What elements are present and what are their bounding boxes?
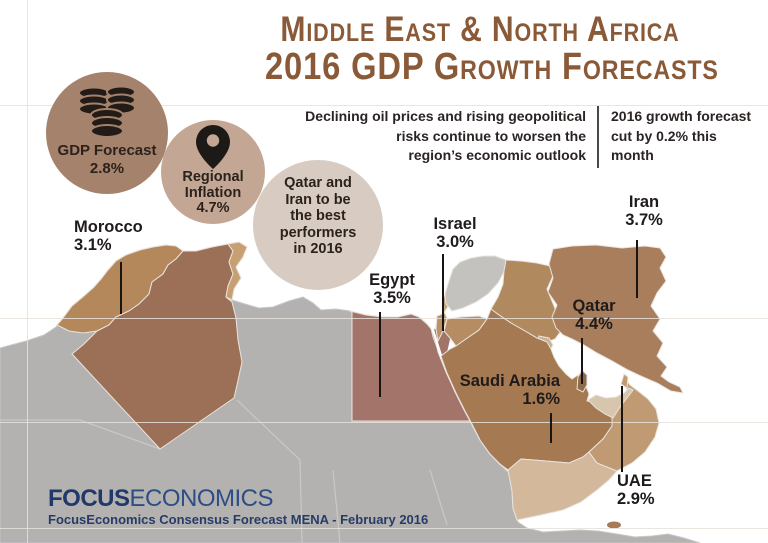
country-name: Egypt bbox=[369, 271, 415, 289]
badge-best-line: performers bbox=[279, 224, 357, 241]
focuseconomics-logo: FOCUSECONOMICS bbox=[48, 485, 274, 513]
badge-regional-inflation: Regional Inflation 4.7% bbox=[161, 120, 265, 224]
title-line-2: 2016 GDP Growth Forecasts bbox=[265, 45, 719, 88]
pointer-line-iran bbox=[636, 240, 638, 298]
country-israel bbox=[435, 312, 448, 343]
header-divider bbox=[597, 106, 599, 168]
title-line-1: Middle East & North Africa bbox=[280, 10, 680, 49]
badge-best-line: Qatar and bbox=[284, 175, 352, 191]
coins-icon bbox=[78, 85, 136, 137]
country-name: Qatar bbox=[572, 297, 616, 315]
map-label-saudi-arabia: Saudi Arabia 1.6% bbox=[420, 372, 560, 408]
country-name: Morocco bbox=[74, 218, 143, 236]
note-line: risks continue to worsen the bbox=[396, 127, 586, 144]
country-name: Israel bbox=[433, 215, 477, 233]
country-yemen bbox=[507, 451, 618, 521]
badge-gdp-forecast: GDP Forecast 2.8% bbox=[46, 72, 168, 194]
map-label-iran: Iran 3.7% bbox=[604, 193, 684, 229]
map-pin-icon bbox=[196, 125, 230, 169]
header-note-forecast-cut: 2016 growth forecast cut by 0.2% this mo… bbox=[611, 107, 761, 166]
pointer-line-morocco bbox=[120, 262, 122, 314]
badge-gdp-label: GDP Forecast bbox=[57, 142, 157, 159]
region-musandam bbox=[620, 373, 629, 389]
country-value: 1.6% bbox=[522, 390, 560, 408]
badge-inflation-label-1: Regional bbox=[182, 169, 244, 185]
country-value: 3.7% bbox=[625, 211, 663, 229]
pointer-line-saudi-arabia bbox=[550, 413, 552, 443]
country-tunisia bbox=[225, 241, 248, 301]
badge-best-line: Iran to be bbox=[285, 191, 351, 208]
country-value: 3.1% bbox=[74, 236, 112, 254]
pointer-line-uae bbox=[621, 386, 623, 472]
island-socotra bbox=[607, 521, 621, 529]
country-value: 4.4% bbox=[575, 315, 613, 333]
logo-bold-part: FOCUS bbox=[48, 485, 130, 512]
map-label-egypt: Egypt 3.5% bbox=[352, 271, 432, 307]
badge-inflation-value: 4.7% bbox=[196, 200, 230, 216]
country-value: 2.9% bbox=[617, 490, 655, 508]
country-name: Iran bbox=[628, 193, 660, 211]
badge-gdp-value: 2.8% bbox=[89, 160, 125, 177]
country-name: UAE bbox=[617, 472, 652, 490]
note-line: region’s economic outlook bbox=[408, 147, 586, 163]
header-note-outlook: Declining oil prices and rising geopolit… bbox=[270, 107, 586, 166]
pointer-line-qatar bbox=[581, 338, 583, 384]
map-label-uae: UAE 2.9% bbox=[617, 472, 687, 508]
country-value: 3.0% bbox=[436, 233, 474, 251]
badge-best-performers: Qatar and Iran to be the best performers… bbox=[253, 160, 383, 290]
pointer-line-egypt bbox=[379, 312, 381, 397]
map-label-qatar: Qatar 4.4% bbox=[554, 297, 634, 333]
country-name: Saudi Arabia bbox=[459, 372, 560, 390]
map-label-morocco: Morocco 3.1% bbox=[74, 218, 164, 254]
logo-light-part: ECONOMICS bbox=[129, 485, 274, 512]
badge-best-line: the best bbox=[290, 208, 346, 224]
badge-best-line: in 2016 bbox=[293, 241, 343, 257]
note-line: month bbox=[611, 147, 654, 163]
country-value: 3.5% bbox=[373, 289, 411, 307]
footer-caption: FocusEconomics Consensus Forecast MENA -… bbox=[48, 512, 429, 527]
page-title: Middle East & North Africa 2016 GDP Grow… bbox=[230, 12, 730, 86]
note-line: 2016 growth forecast bbox=[611, 108, 752, 124]
badge-inflation-label-2: Inflation bbox=[184, 184, 242, 201]
note-line: cut by 0.2% this bbox=[611, 127, 717, 144]
pointer-line-israel bbox=[442, 254, 444, 331]
map-label-israel: Israel 3.0% bbox=[415, 215, 495, 251]
note-line: Declining oil prices and rising geopolit… bbox=[305, 108, 586, 124]
